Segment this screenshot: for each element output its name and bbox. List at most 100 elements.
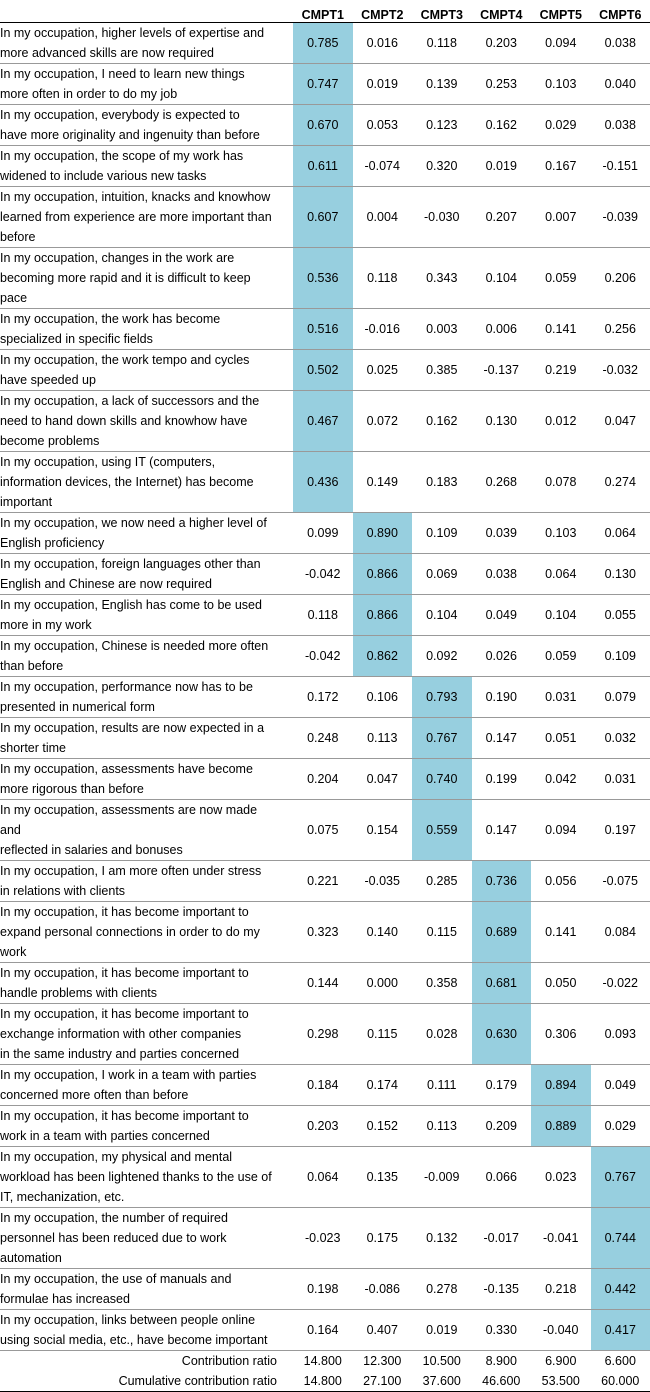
item-label-line: exchange information with other companie…	[0, 1024, 293, 1044]
table-row: In my occupation, the work tempo and cyc…	[0, 350, 650, 391]
item-label-line: more rigorous than before	[0, 779, 293, 799]
item-label-line: In my occupation, foreign languages othe…	[0, 554, 293, 574]
item-label-line: In my occupation, the use of manuals and	[0, 1269, 293, 1289]
loading-value: 0.207	[472, 187, 532, 248]
loading-value: 0.064	[293, 1147, 353, 1208]
loading-value: 0.184	[293, 1065, 353, 1106]
loading-value: -0.042	[293, 636, 353, 677]
item-label-line: reflected in salaries and bonuses	[0, 840, 293, 860]
loading-value: 0.204	[293, 759, 353, 800]
loading-value: 0.104	[472, 248, 532, 309]
item-label: In my occupation, the number of required…	[0, 1208, 293, 1269]
summary-value: 46.600	[472, 1371, 532, 1392]
item-label-line: become problems	[0, 431, 293, 451]
loading-value-highlighted: 0.559	[412, 800, 472, 861]
loading-value: 0.268	[472, 452, 532, 513]
loading-value: 0.323	[293, 902, 353, 963]
loading-value: 0.084	[591, 902, 650, 963]
loading-value: 0.218	[531, 1269, 591, 1310]
item-label-line: presented in numerical form	[0, 697, 293, 717]
loading-value: 0.012	[531, 391, 591, 452]
item-label-line: In my occupation, assessments are now ma…	[0, 800, 293, 820]
item-label: In my occupation, results are now expect…	[0, 718, 293, 759]
loading-value: 0.130	[472, 391, 532, 452]
item-label-line: in the same industry and parties concern…	[0, 1044, 293, 1064]
loading-value: 0.042	[531, 759, 591, 800]
table-row: In my occupation, the use of manuals and…	[0, 1269, 650, 1310]
loading-value: -0.086	[353, 1269, 413, 1310]
summary-value: 60.000	[591, 1371, 650, 1392]
table-row: In my occupation, we now need a higher l…	[0, 513, 650, 554]
table-row: In my occupation, links between people o…	[0, 1310, 650, 1351]
loading-value-highlighted: 0.866	[353, 554, 413, 595]
item-label: In my occupation, my physical and mental…	[0, 1147, 293, 1208]
loading-value: 0.029	[531, 105, 591, 146]
loading-value: 0.199	[472, 759, 532, 800]
item-label-line: have speeded up	[0, 370, 293, 390]
item-label-line: personnel has been reduced due to work	[0, 1228, 293, 1248]
item-label-line: In my occupation, using IT (computers,	[0, 452, 293, 472]
loading-value: 0.206	[591, 248, 650, 309]
item-label-line: important	[0, 492, 293, 512]
loading-value: -0.151	[591, 146, 650, 187]
loading-value: 0.221	[293, 861, 353, 902]
loading-value-highlighted: 0.890	[353, 513, 413, 554]
item-label-line: becoming more rapid and it is difficult …	[0, 268, 293, 288]
loading-value-highlighted: 0.767	[412, 718, 472, 759]
item-label-line: In my occupation, everybody is expected …	[0, 105, 293, 125]
item-label-line: In my occupation, results are now expect…	[0, 718, 293, 738]
loading-value: -0.135	[472, 1269, 532, 1310]
loading-value-highlighted: 0.417	[591, 1310, 650, 1351]
item-label: In my occupation, everybody is expected …	[0, 105, 293, 146]
table-row: In my occupation, a lack of successors a…	[0, 391, 650, 452]
loading-value: 0.006	[472, 309, 532, 350]
item-label-line: In my occupation, changes in the work ar…	[0, 248, 293, 268]
loading-value-highlighted: 0.744	[591, 1208, 650, 1269]
loading-value: -0.032	[591, 350, 650, 391]
table-row: In my occupation, the scope of my work h…	[0, 146, 650, 187]
table-row: In my occupation, using IT (computers,in…	[0, 452, 650, 513]
loading-value: 0.019	[412, 1310, 472, 1351]
loading-value-highlighted: 0.467	[293, 391, 353, 452]
loading-value: 0.029	[591, 1106, 650, 1147]
table-row: In my occupation, assessments have becom…	[0, 759, 650, 800]
item-label-line: expand personal connections in order to …	[0, 922, 293, 942]
item-label-line: In my occupation, the number of required	[0, 1208, 293, 1228]
loading-value: 0.059	[531, 248, 591, 309]
loading-value-highlighted: 0.793	[412, 677, 472, 718]
item-label-line: In my occupation, I work in a team with …	[0, 1065, 293, 1085]
loading-value: 0.385	[412, 350, 472, 391]
loading-value: -0.137	[472, 350, 532, 391]
header-row: CMPT1 CMPT2 CMPT3 CMPT4 CMPT5 CMPT6	[0, 0, 650, 23]
loading-value: 0.032	[591, 718, 650, 759]
item-label-line: English and Chinese are now required	[0, 574, 293, 594]
table-row: In my occupation, my physical and mental…	[0, 1147, 650, 1208]
item-label-line: specialized in specific fields	[0, 329, 293, 349]
summary-value: 10.500	[412, 1351, 472, 1372]
loading-value: 0.149	[353, 452, 413, 513]
loading-value: 0.069	[412, 554, 472, 595]
loading-value: 0.118	[353, 248, 413, 309]
loading-value: 0.072	[353, 391, 413, 452]
loading-value: 0.219	[531, 350, 591, 391]
loading-value-highlighted: 0.611	[293, 146, 353, 187]
item-label-line: widened to include various new tasks	[0, 166, 293, 186]
item-label: In my occupation, the work tempo and cyc…	[0, 350, 293, 391]
loading-value-highlighted: 0.866	[353, 595, 413, 636]
table-row: In my occupation, higher levels of exper…	[0, 23, 650, 64]
item-label: In my occupation, I am more often under …	[0, 861, 293, 902]
loading-value: 0.038	[591, 105, 650, 146]
loading-value: 0.025	[353, 350, 413, 391]
loading-value: 0.175	[353, 1208, 413, 1269]
item-label-line: IT, mechanization, etc.	[0, 1187, 293, 1207]
item-label-line: In my occupation, it has become importan…	[0, 902, 293, 922]
loading-value: 0.343	[412, 248, 472, 309]
loading-value: 0.075	[293, 800, 353, 861]
summary-label: Cumulative contribution ratio	[0, 1371, 293, 1392]
item-label-line: in relations with clients	[0, 881, 293, 901]
loading-value: -0.009	[412, 1147, 472, 1208]
item-label: In my occupation, Chinese is needed more…	[0, 636, 293, 677]
loading-value: 0.047	[353, 759, 413, 800]
